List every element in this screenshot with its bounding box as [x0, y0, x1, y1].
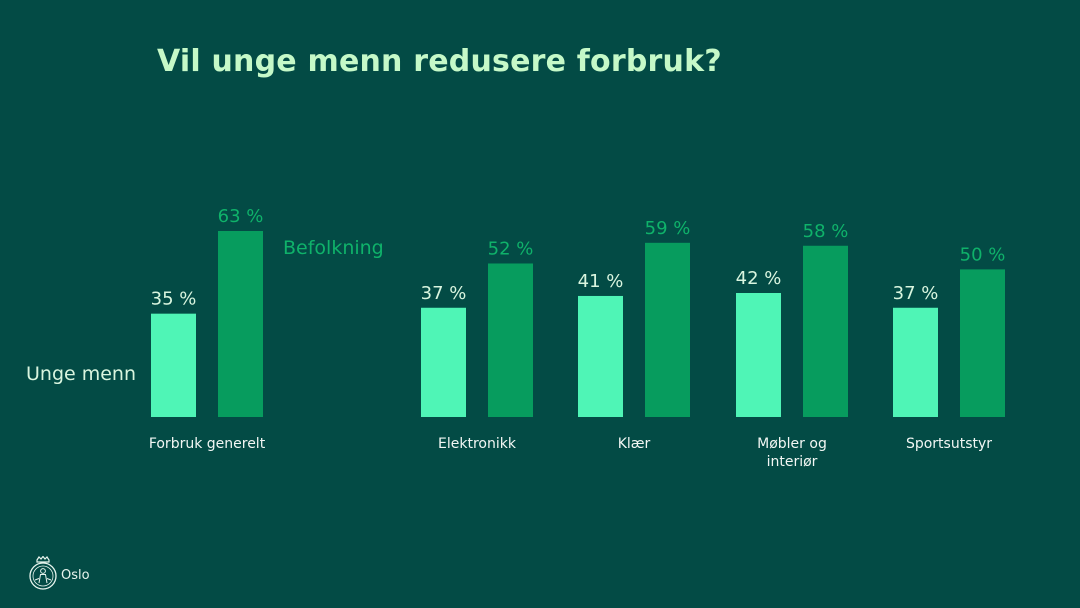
oslo-coat-of-arms-icon — [29, 556, 57, 590]
bar-unge-menn-0 — [151, 313, 196, 417]
category-label: Klær — [618, 436, 651, 452]
bar-befolkning-0 — [218, 231, 263, 417]
bar-befolkning-3 — [803, 245, 848, 417]
data-label: 37 % — [421, 283, 467, 304]
bar-unge-menn-2 — [578, 295, 623, 417]
data-label: 52 % — [488, 238, 534, 259]
category-label: Sportsutstyr — [906, 436, 992, 452]
chart-title: Vil unge menn redusere forbruk? — [157, 44, 722, 79]
legend-label-unge-menn: Unge menn — [26, 363, 136, 385]
data-label: 59 % — [645, 218, 691, 239]
bar-befolkning-4 — [960, 269, 1005, 417]
legend-label-befolkning: Befolkning — [283, 237, 384, 259]
data-label: 35 % — [151, 289, 197, 310]
data-label: 42 % — [736, 268, 782, 289]
bar-befolkning-2 — [645, 242, 690, 417]
category-label: Elektronikk — [438, 436, 517, 452]
logo-text: Oslo — [61, 568, 90, 583]
bar-befolkning-1 — [488, 263, 533, 417]
category-label: Møbler og interiør — [757, 436, 827, 470]
data-label: 50 % — [960, 244, 1006, 265]
data-label: 58 % — [803, 221, 849, 242]
category-label: Forbruk generelt — [149, 436, 266, 452]
data-label: 63 % — [218, 206, 264, 227]
bar-unge-menn-4 — [893, 307, 938, 417]
bar-unge-menn-3 — [736, 293, 781, 417]
bar-unge-menn-1 — [421, 307, 466, 417]
data-label: 37 % — [893, 283, 939, 304]
data-label: 41 % — [578, 271, 624, 292]
